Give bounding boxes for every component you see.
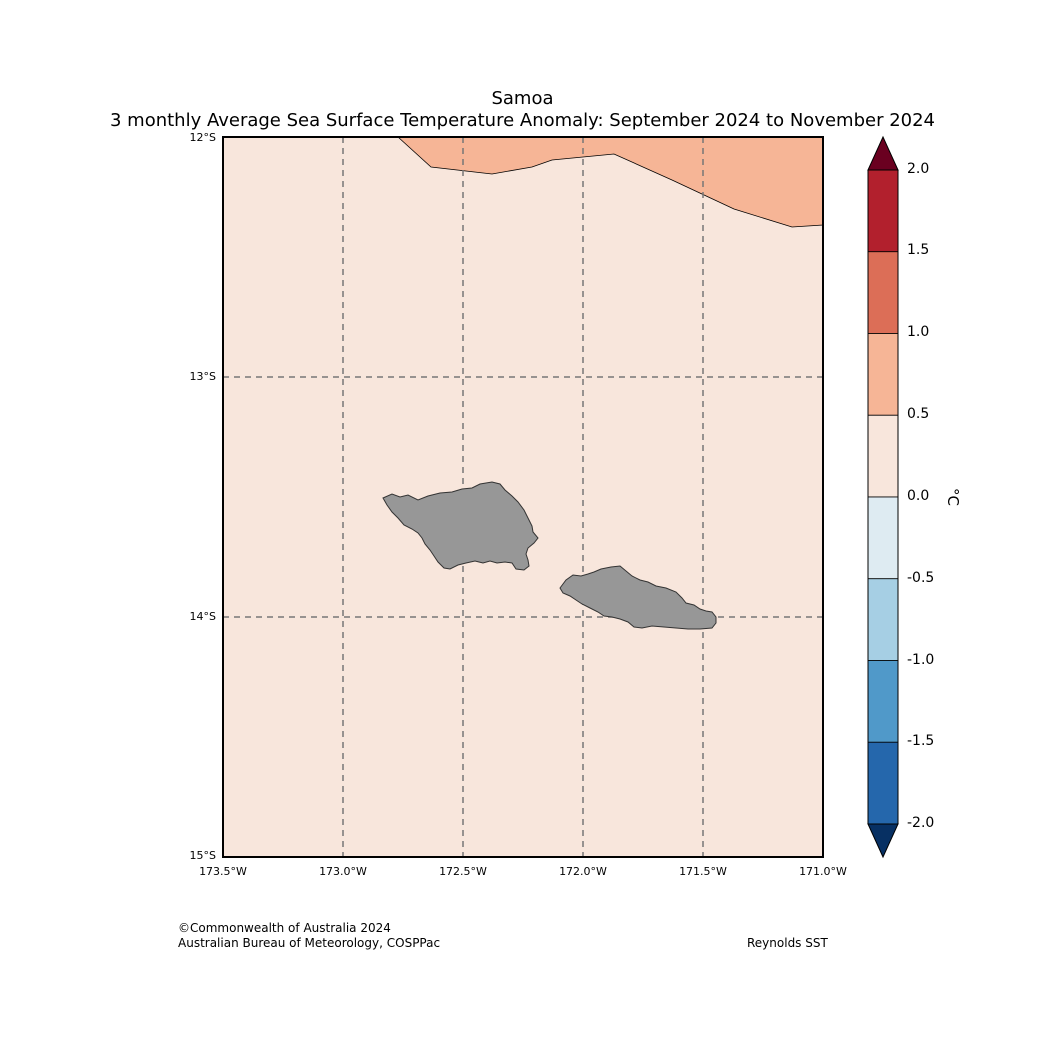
colorbar-tick-label: -1.0 (907, 652, 935, 668)
colorbar-segment (867, 496, 899, 580)
colorbar-tick-label: 2.0 (907, 161, 930, 177)
lat-label-12s: 12°S (189, 131, 216, 144)
lon-label-171-0w: 171.0°W (799, 865, 847, 878)
lat-label-14s: 14°S (189, 610, 216, 623)
colorbar-segment (867, 660, 899, 743)
colorbar-segment (867, 169, 899, 253)
colorbar-tick-label: 0.0 (907, 488, 930, 504)
copyright-text: ©Commonwealth of Australia 2024 (178, 921, 391, 935)
lat-label-15s: 15°S (189, 849, 216, 862)
colorbar-segment (867, 578, 899, 661)
upolu-island (559, 565, 717, 630)
colorbar (867, 169, 899, 825)
colorbar-tick-label: -0.5 (907, 570, 935, 586)
map-subtitle: 3 monthly Average Sea Surface Temperatur… (109, 110, 936, 131)
colorbar-tick-label: 1.5 (907, 242, 930, 258)
lon-label-173-5w: 173.5°W (199, 865, 247, 878)
colorbar-tick-label: -2.0 (907, 815, 935, 831)
map-frame (222, 136, 824, 858)
map-title: Samoa (491, 88, 554, 109)
colorbar-segment (867, 333, 899, 416)
colorbar-tick-label: 1.0 (907, 324, 930, 340)
colorbar-tick-label: 0.5 (907, 406, 930, 422)
colorbar-tick-label: -1.5 (907, 733, 935, 749)
lon-label-173-0w: 173.0°W (319, 865, 367, 878)
colorbar-segment (867, 741, 899, 825)
lon-label-172-0w: 172.0°W (559, 865, 607, 878)
attribution-text: Australian Bureau of Meteorology, COSPPa… (178, 936, 441, 950)
lat-label-13s: 13°S (189, 370, 216, 383)
colorbar-under-arrow (867, 823, 899, 859)
lon-label-171-5w: 171.5°W (679, 865, 727, 878)
map-background (223, 137, 823, 857)
colorbar-over-arrow (867, 135, 899, 171)
colorbar-unit-label: °C (944, 488, 962, 506)
colorbar-segment (867, 251, 899, 334)
colorbar-frame (867, 169, 899, 825)
data-source-text: Reynolds SST (747, 936, 828, 950)
colorbar-segment (867, 414, 899, 498)
savaii-island (382, 481, 539, 571)
lon-label-172-5w: 172.5°W (439, 865, 487, 878)
